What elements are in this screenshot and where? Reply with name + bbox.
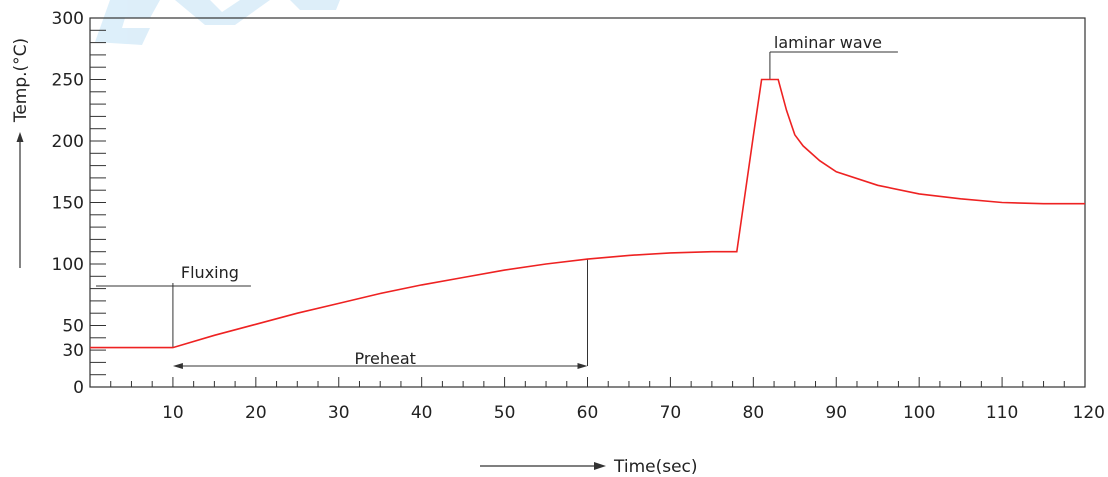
watermark [95,0,340,45]
x-tick-label: 20 [245,403,267,423]
y-tick-label: 30 [62,341,84,361]
laminar-wave-label: laminar wave [774,33,882,52]
x-tick-label: 110 [986,403,1018,423]
preheat-label: Preheat [354,349,416,368]
y-axis: 0 30 50 100 150 200 250 300 [52,9,106,398]
x-tick-label: 120 [1073,403,1105,423]
x-tick-label: 30 [328,403,350,423]
y-axis-title: Temp.(°C) [11,38,31,123]
y-tick-label: 150 [52,194,84,214]
x-tick-label: 60 [577,403,599,423]
annotations: Fluxing Preheat laminar wave [96,33,898,369]
x-axis-title-group: Time(sec) [480,457,698,477]
y-tick-label: 0 [73,378,84,398]
x-tick-label: 40 [411,403,433,423]
y-tick-label: 250 [52,71,84,91]
x-tick-label: 50 [494,403,516,423]
x-axis-title: Time(sec) [613,457,698,477]
x-tick-label: 10 [162,403,184,423]
x-tick-label: 100 [903,403,935,423]
y-tick-label: 100 [52,255,84,275]
temperature-curve [90,78,1085,349]
x-tick-label: 80 [743,403,765,423]
y-axis-title-group: Temp.(°C) [11,38,31,268]
x-tick-label: 90 [825,403,847,423]
x-axis: 10 20 30 40 50 60 70 80 90 100 110 120 [110,377,1105,423]
preheat-arrow-left [172,363,183,369]
y-tick-label: 50 [62,317,84,337]
y-tick-label: 200 [52,132,84,152]
fluxing-label: Fluxing [181,263,239,282]
preheat-arrow-right [577,363,588,369]
x-tick-label: 70 [660,403,682,423]
y-tick-label: 300 [52,9,84,29]
